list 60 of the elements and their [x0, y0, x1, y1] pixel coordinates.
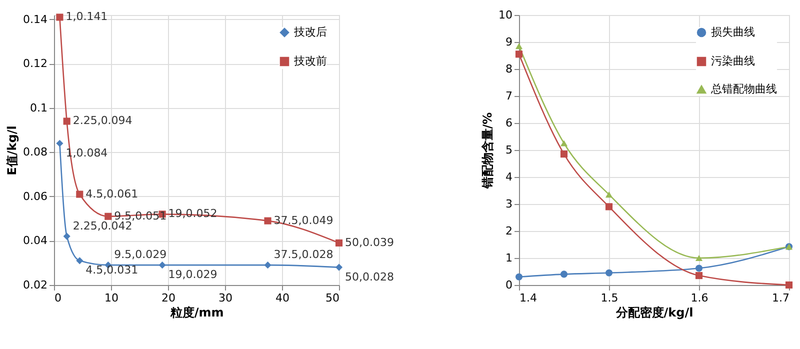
data-label: 37.5,0.049 [274, 214, 334, 227]
x-tick-label: 1.5 [600, 292, 618, 304]
data-label: 19,0.029 [168, 268, 218, 282]
data-label: 4.5,0.031 [86, 264, 138, 277]
legend-label: 污染曲线 [711, 54, 755, 68]
point [158, 262, 166, 269]
point [56, 14, 64, 21]
y-tick-label: 3 [506, 198, 512, 210]
point [63, 118, 70, 125]
y-tick-label: 0.02 [23, 278, 48, 292]
data-label: 2.25,0.094 [72, 114, 132, 128]
x-tick-label: 30 [218, 292, 232, 304]
x-tick-label: 40 [276, 292, 290, 304]
point [335, 264, 343, 271]
data-label: 9.5,0.029 [114, 248, 167, 262]
y-tick-label: 0.04 [23, 234, 48, 248]
data-label: 4.5,0.061 [86, 187, 138, 200]
point [76, 257, 84, 264]
point [104, 212, 112, 220]
data-label: 2.25,0.042 [72, 219, 132, 232]
y-tick-label: 1 [506, 252, 512, 264]
point [264, 217, 272, 224]
x-tick-label: 1.7 [772, 292, 790, 304]
legend-label: 技改前 [293, 54, 327, 68]
y-axis-title: 错配物含量/% [480, 112, 495, 190]
data-label: 37.5,0.028 [274, 248, 334, 262]
y-tick-label: 0.1 [30, 101, 48, 114]
y-tick-label: 7 [506, 90, 512, 102]
y-axis-title: E值/kg/l [5, 126, 20, 176]
y-tick-label: 6 [506, 116, 512, 130]
x-axis-title: 粒度/mm [169, 306, 224, 320]
y-tick-label: 10 [498, 8, 512, 22]
y-tick-label: 0.12 [23, 57, 48, 70]
x-tick-label: 50 [326, 292, 340, 304]
y-tick-label: 0.06 [23, 190, 48, 203]
data-label: 50,0.039 [345, 236, 394, 249]
point [264, 262, 272, 269]
legend-label: 技改后 [293, 26, 327, 38]
data-label: 1,0.141 [66, 10, 108, 24]
x-tick-label: 0 [54, 292, 62, 304]
point [63, 232, 70, 240]
y-tick-label: 0 [506, 278, 512, 292]
y-tick-label: 5 [506, 144, 512, 156]
x-tick-label: 20 [162, 292, 176, 304]
y-tick-label: 0.08 [23, 146, 48, 159]
point [56, 140, 64, 147]
x-tick-label: 1.6 [690, 292, 708, 304]
legend-label: 损失曲线 [711, 26, 755, 38]
y-tick-label: 0.14 [23, 12, 48, 26]
point [335, 239, 343, 246]
data-label: 50,0.028 [345, 270, 394, 284]
y-tick-label: 4 [506, 170, 512, 184]
legend-label: 总错配物曲线 [710, 82, 777, 96]
x-tick-label: 10 [104, 292, 118, 304]
y-tick-label: 2 [506, 224, 512, 238]
x-axis-title: 分配密度/kg/l [614, 306, 694, 320]
y-tick-label: 8 [506, 62, 512, 76]
point [76, 190, 84, 198]
y-tick-label: 9 [506, 36, 512, 48]
x-tick-label: 1.4 [520, 292, 537, 304]
